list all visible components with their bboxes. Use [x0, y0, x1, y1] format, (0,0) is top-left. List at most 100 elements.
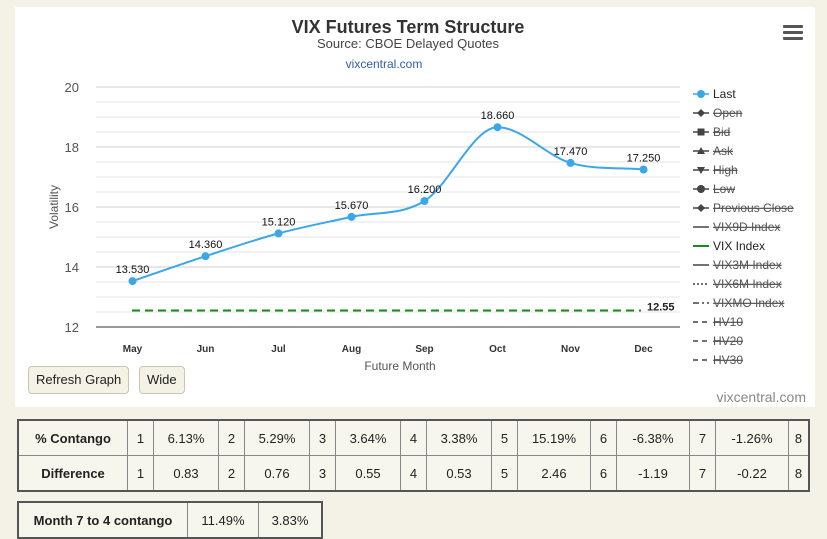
data-label: 16.200 — [408, 184, 442, 196]
table-cell: 2 — [218, 455, 245, 492]
wide-button[interactable]: Wide — [139, 366, 185, 394]
contango-table: % Contango 1 6.13% 2 5.29% 3 3.64% 4 3.3… — [17, 419, 810, 492]
legend-label: VIXMO Index — [713, 296, 784, 310]
legend-item[interactable]: VIX Index — [693, 239, 765, 253]
legend-label: HV20 — [713, 334, 743, 348]
chart-subtitle: Source: CBOE Delayed Quotes — [317, 36, 500, 51]
table-cell: 5.29% — [244, 419, 310, 456]
table-cell: 1 — [127, 455, 154, 492]
legend-marker — [697, 109, 705, 117]
legend-item[interactable]: High — [693, 163, 738, 177]
table-cell: 5 — [491, 419, 518, 456]
x-tick-label: Nov — [561, 344, 580, 355]
table-cell: 0.83 — [153, 455, 219, 492]
y-tick-label: 20 — [65, 80, 79, 95]
table-cell: -1.19 — [616, 455, 690, 492]
table-cell: 3.64% — [335, 419, 401, 456]
legend-marker — [697, 90, 705, 98]
legend-marker — [697, 128, 705, 136]
row-label: % Contango — [17, 419, 128, 456]
x-tick-label: May — [123, 344, 143, 355]
legend-item[interactable]: HV30 — [693, 353, 743, 367]
data-label: 13.530 — [116, 264, 150, 276]
legend-marker — [697, 167, 705, 174]
table-cell: 7 — [689, 455, 716, 492]
legend-item[interactable]: VIX9D Index — [693, 220, 780, 234]
x-tick-label: Sep — [415, 344, 433, 355]
vix-index-label: 12.55 — [647, 302, 675, 314]
y-tick-label: 16 — [65, 200, 79, 215]
legend-label: VIX9D Index — [713, 220, 780, 234]
legend-label: Ask — [713, 144, 734, 158]
table-cell: 6.13% — [153, 419, 219, 456]
menu-icon[interactable] — [783, 25, 803, 43]
y-tick-label: 12 — [65, 320, 79, 335]
data-label: 15.670 — [335, 200, 369, 212]
table-cell: 2 — [218, 419, 245, 456]
data-label: 17.250 — [627, 153, 661, 165]
table-cell: 3.38% — [426, 419, 492, 456]
table-cell: 4 — [400, 419, 427, 456]
table-cell: 1 — [127, 419, 154, 456]
table-cell: -6.38% — [616, 419, 690, 456]
legend-label: Last — [713, 87, 736, 101]
x-tick-label: Aug — [342, 344, 361, 355]
legend-label: Previous Close — [713, 201, 794, 215]
table-cell: 15.19% — [517, 419, 591, 456]
table-cell: 0.76 — [244, 455, 310, 492]
table-cell: -0.22 — [715, 455, 789, 492]
legend-label: VIX3M Index — [713, 258, 782, 272]
chart-title: VIX Futures Term Structure — [292, 17, 525, 37]
table-cell: -1.26% — [715, 419, 789, 456]
x-tick-label: Jun — [197, 344, 215, 355]
legend-label: HV10 — [713, 315, 743, 329]
refresh-graph-button[interactable]: Refresh Graph — [28, 366, 130, 394]
data-label: 15.120 — [262, 216, 296, 228]
chart-panel: VIX Futures Term Structure Source: CBOE … — [15, 7, 815, 407]
source-link[interactable]: vixcentral.com — [346, 57, 423, 71]
legend-label: Open — [713, 106, 742, 120]
credits-text[interactable]: vixcentral.com — [717, 389, 806, 405]
last-data-point[interactable] — [420, 197, 429, 205]
y-tick-label: 14 — [65, 260, 79, 275]
table-cell: 11.49% — [187, 501, 259, 539]
row-label: Month 7 to 4 contango — [17, 501, 188, 539]
legend-item[interactable]: Bid — [693, 125, 730, 139]
table-cell: 3 — [309, 455, 336, 492]
last-data-point[interactable] — [493, 123, 502, 132]
x-tick-label: Dec — [634, 344, 653, 355]
last-data-point[interactable] — [566, 158, 575, 167]
legend-item[interactable]: VIX3M Index — [693, 258, 782, 272]
last-data-point[interactable] — [639, 165, 648, 174]
x-tick-label: Oct — [489, 344, 506, 355]
table-cell: 7 — [689, 419, 716, 456]
x-tick-label: Jul — [271, 344, 286, 355]
legend-item[interactable]: Ask — [693, 144, 734, 158]
last-series-line — [132, 126, 644, 283]
legend-label: VIX Index — [713, 239, 765, 253]
legend-item[interactable]: HV20 — [693, 334, 743, 348]
last-data-point[interactable] — [347, 212, 356, 221]
data-label: 18.660 — [481, 110, 515, 122]
table-cell: 4 — [400, 455, 427, 492]
table-cell: 0.55 — [335, 455, 401, 492]
legend-item[interactable]: Last — [693, 87, 736, 101]
legend-label: VIX6M Index — [713, 277, 782, 291]
table-cell: 8 — [788, 419, 810, 456]
legend-item[interactable]: HV10 — [693, 315, 743, 329]
table-row: Difference 1 0.83 2 0.76 3 0.55 4 0.53 5… — [17, 455, 810, 492]
legend-item[interactable]: VIXMO Index — [693, 296, 784, 310]
row-label: Difference — [17, 455, 128, 492]
legend-marker — [697, 147, 705, 154]
legend-item[interactable]: Open — [693, 106, 742, 120]
last-data-point[interactable] — [201, 252, 210, 261]
table-cell: 8 — [788, 455, 810, 492]
legend-marker — [697, 185, 705, 193]
table-cell: 3 — [309, 419, 336, 456]
legend-item[interactable]: Previous Close — [693, 201, 794, 215]
legend-item[interactable]: VIX6M Index — [693, 277, 782, 291]
x-axis-title: Future Month — [364, 359, 435, 373]
last-data-point[interactable] — [274, 229, 283, 238]
legend-item[interactable]: Low — [693, 182, 735, 196]
last-data-point[interactable] — [128, 277, 137, 286]
